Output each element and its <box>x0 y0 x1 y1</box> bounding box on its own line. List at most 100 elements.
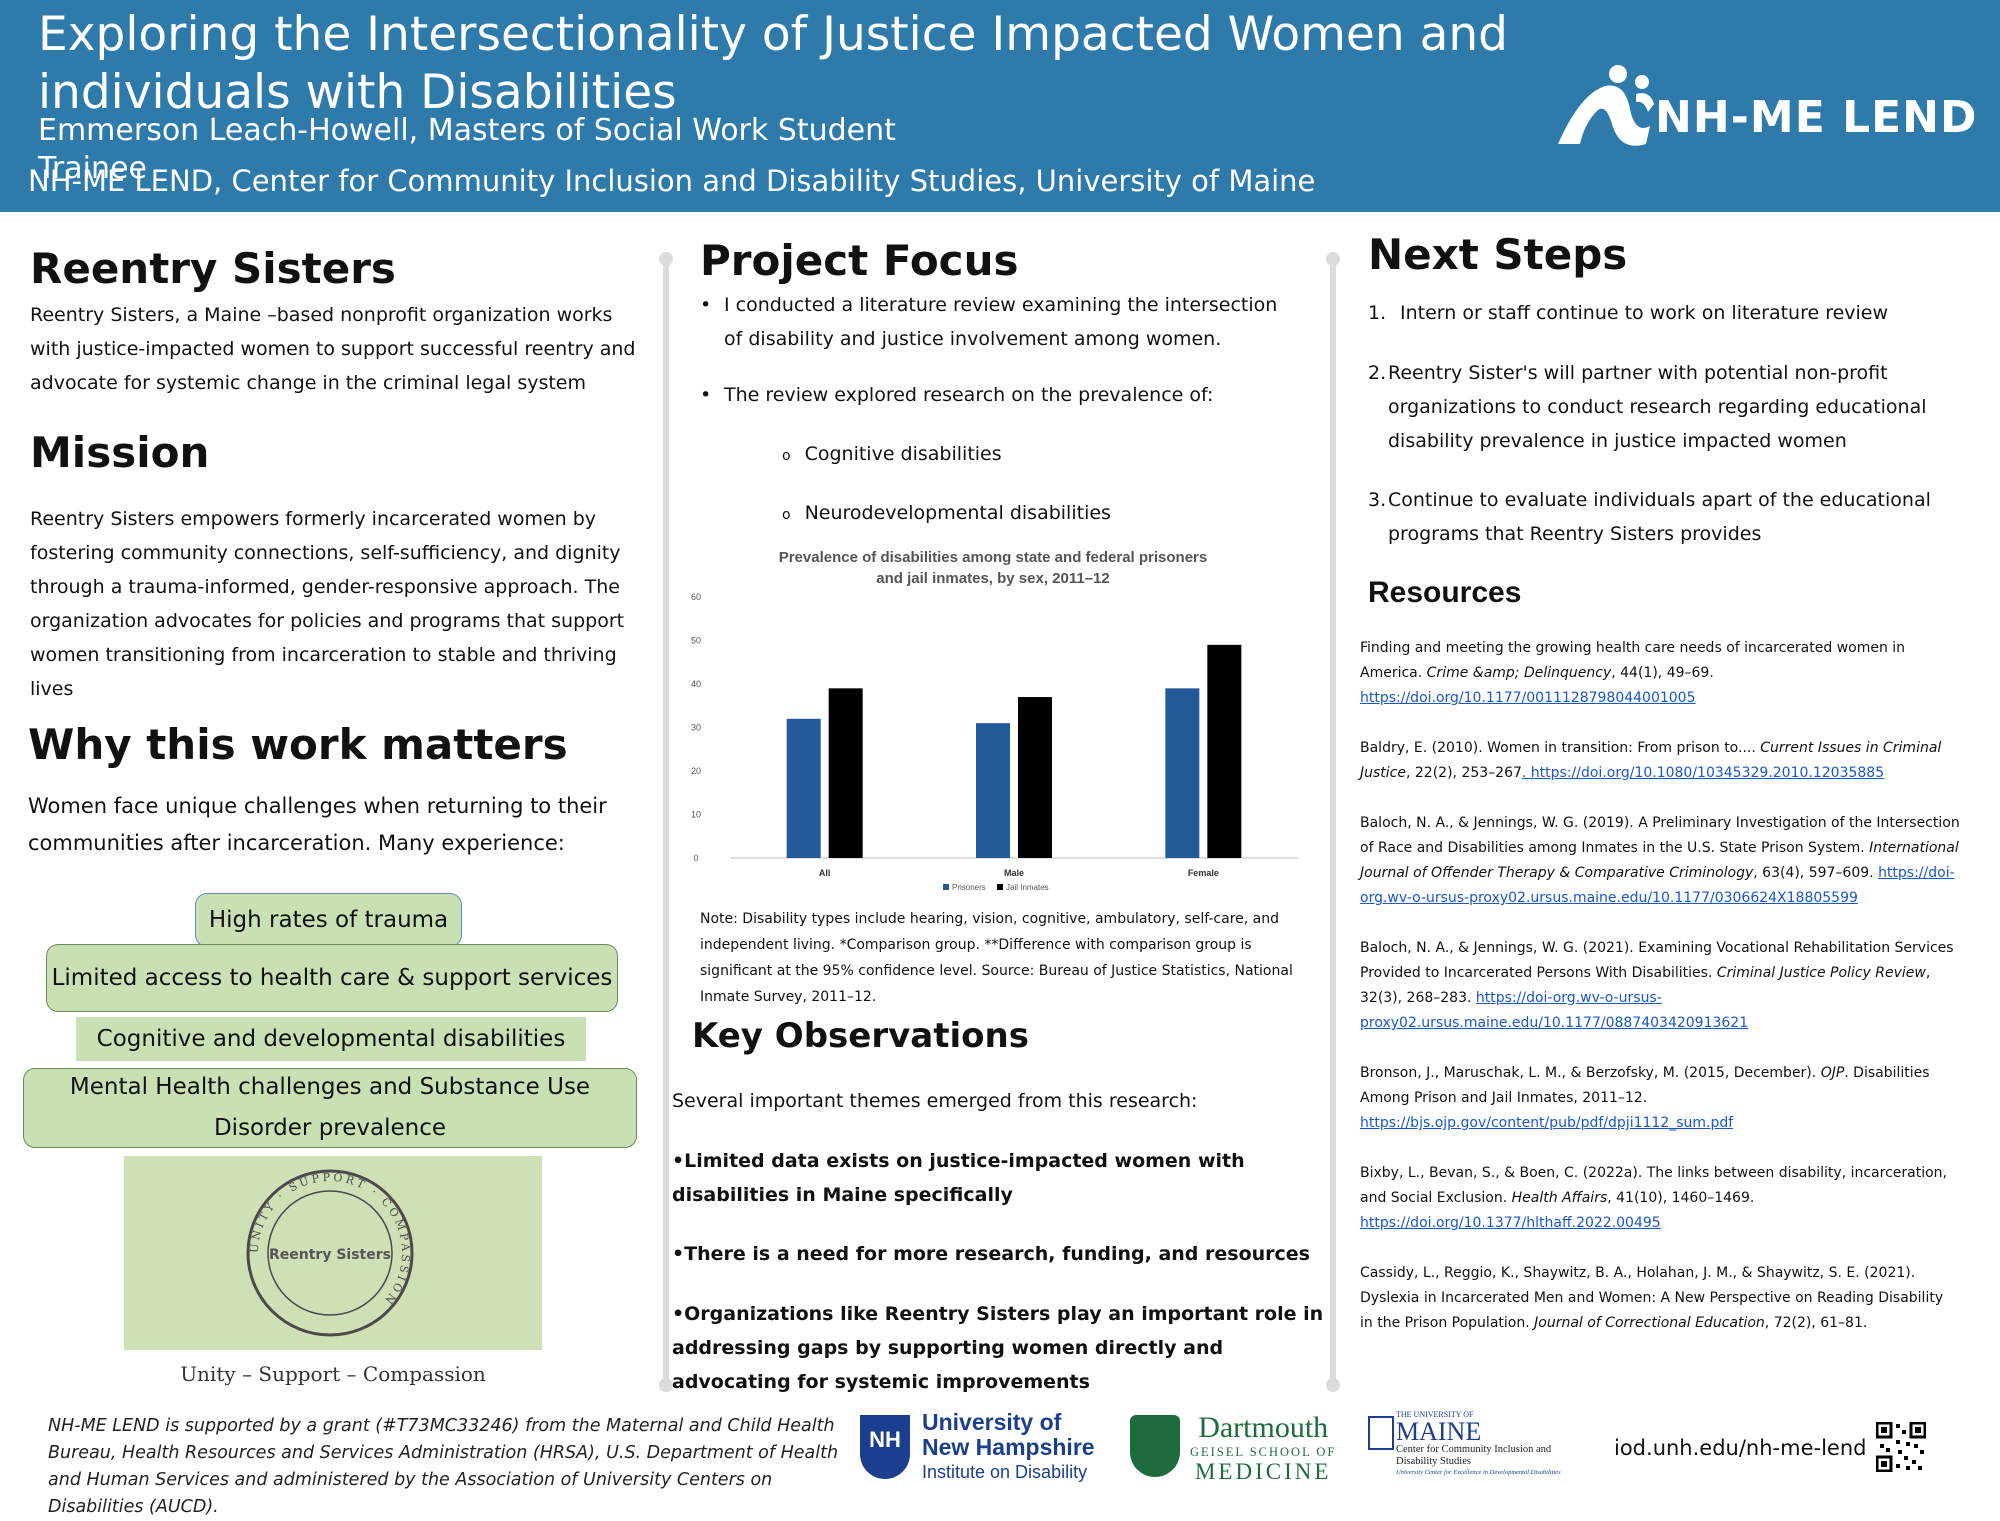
reference-text: Finding and meeting the growing health c… <box>1360 640 1906 681</box>
reference-text: Baloch, N. A., & Jennings, W. G. (2019).… <box>1360 815 1960 856</box>
disability-prevalence-chart: Prevalence of disabilities among state a… <box>680 544 1310 900</box>
next-step-3: 3. Continue to evaluate individuals apar… <box>1368 483 1978 551</box>
challenge-pill: High rates of trauma <box>195 893 462 947</box>
bar-jail-inmates <box>1018 697 1052 858</box>
x-tick-label: Male <box>1004 868 1024 878</box>
legend-label: Prisoners <box>952 883 986 892</box>
chart-title-line-2: and jail inmates, by sex, 2011–12 <box>876 570 1109 587</box>
qr-code-icon <box>1876 1422 1926 1472</box>
reference-item: Baloch, N. A., & Jennings, W. G. (2019).… <box>1360 811 1960 911</box>
umaine-logo: THE UNIVERSITY OF MAINE Center for Commu… <box>1396 1410 1586 1477</box>
reference-text: Baldry, E. (2010). Women in transition: … <box>1360 740 1761 756</box>
divider-dot <box>659 1378 673 1392</box>
bar-chart-svg: Prevalence of disabilities among state a… <box>691 549 1298 892</box>
reentry-sisters-seal-image: UNITY · SUPPORT · COMPASSION Reentry Sis… <box>124 1156 542 1350</box>
reference-details: , 22(2), 253–267 <box>1406 765 1522 781</box>
program-url[interactable]: iod.unh.edu/nh-me-lend <box>1614 1436 1867 1460</box>
observations-intro: Several important themes emerged from th… <box>672 1090 1198 1112</box>
observation-2: •There is a need for more research, fund… <box>672 1243 1310 1265</box>
reference-text: Bronson, J., Maruschak, L. M., & Berzofs… <box>1360 1065 1821 1081</box>
focus-sub-2: o Neurodevelopmental disabilities <box>782 502 1111 524</box>
reference-text: Cassidy, L., Reggio, K., Shaywitz, B. A.… <box>1360 1265 1944 1331</box>
project-focus-heading: Project Focus <box>700 236 1019 285</box>
unh-logo: University of New Hampshire Institute on… <box>922 1410 1095 1484</box>
step-number: 2. <box>1368 362 1387 384</box>
why-work-matters-heading: Why this work matters <box>28 720 568 769</box>
legend-swatch <box>943 884 949 890</box>
reference-link[interactable]: https://doi-org.wv-o-ursus-proxy02.ursus… <box>1360 865 1955 906</box>
unh-shield-mark: NH <box>869 1427 901 1452</box>
reference-item: Baloch, N. A., & Jennings, W. G. (2021).… <box>1360 936 1960 1036</box>
maine-line-3: University Center for Excellence in Deve… <box>1396 1469 1561 1476</box>
column-divider-left <box>663 258 669 1388</box>
dartmouth-line-1: Dartmouth <box>1198 1411 1329 1444</box>
next-step-1: 1. Intern or staff continue to work on l… <box>1368 296 1978 330</box>
reference-text: Baloch, N. A., & Jennings, W. G. (2021).… <box>1360 940 1954 981</box>
reentry-sisters-text: Reentry Sisters, a Maine –based nonprofi… <box>30 304 636 394</box>
reference-link[interactable]: https://doi.org/10.1177/0011128798044001… <box>1360 690 1696 706</box>
poster-title: Exploring the Intersectionality of Justi… <box>38 7 1508 120</box>
divider-dot <box>659 252 673 266</box>
focus-sub-1-text: Cognitive disabilities <box>804 443 1002 465</box>
reference-item: Bixby, L., Bevan, S., & Boen, C. (2022a)… <box>1360 1161 1960 1236</box>
bar-prisoners <box>786 718 821 858</box>
mission-text: Reentry Sisters empowers formerly incarc… <box>30 508 625 700</box>
challenge-pill: Limited access to health care & support … <box>46 944 618 1012</box>
observation-1: •Limited data exists on justice-impacted… <box>672 1150 1245 1206</box>
y-tick-label: 40 <box>691 679 701 689</box>
legend-label: Jail Inmates <box>1006 883 1049 892</box>
y-tick-label: 50 <box>691 636 701 646</box>
nhme-lend-logo-text: NH-ME LEND <box>1655 92 1978 143</box>
chart-title: Prevalence of disabilities among state a… <box>779 549 1207 566</box>
dartmouth-line-3: MEDICINE <box>1194 1459 1332 1484</box>
x-tick-label: All <box>819 868 831 878</box>
unh-line-2: New Hampshire <box>922 1434 1095 1460</box>
y-tick-label: 60 <box>691 592 701 602</box>
reference-source: Health Affairs <box>1511 1190 1608 1206</box>
bar-jail-inmates <box>1207 644 1242 858</box>
x-tick-label: Female <box>1188 868 1219 878</box>
reference-item: Cassidy, L., Reggio, K., Shaywitz, B. A.… <box>1360 1261 1960 1336</box>
reference-link[interactable]: https://doi.org/10.1377/hlthaff.2022.004… <box>1360 1215 1661 1231</box>
maine-seal-icon <box>1368 1416 1394 1450</box>
seal-caption: Unity – Support – Compassion <box>180 1362 486 1386</box>
observation-3: •Organizations like Reentry Sisters play… <box>672 1303 1324 1393</box>
mission-heading: Mission <box>30 428 210 477</box>
bar-prisoners <box>976 723 1010 858</box>
resources-heading: Resources <box>1368 576 1522 609</box>
step-number: 3. <box>1368 489 1387 511</box>
next-steps-heading: Next Steps <box>1368 230 1628 279</box>
maine-line-1: MAINE <box>1396 1417 1482 1446</box>
bar-jail-inmates <box>828 688 863 858</box>
dartmouth-logo: Dartmouth GEISEL SCHOOL OF MEDICINE <box>1190 1412 1336 1484</box>
focus-bullet-2-text: The review explored research on the prev… <box>724 384 1214 406</box>
unh-line-1: University of <box>922 1409 1062 1435</box>
funding-statement: NH-ME LEND is supported by a grant (#T73… <box>48 1416 839 1517</box>
reference-link[interactable]: https://bjs.ojp.gov/content/pub/pdf/dpji… <box>1360 1115 1734 1131</box>
reference-details: , 72(2), 61–81. <box>1764 1315 1868 1331</box>
focus-bullet-2: • The review explored research on the pr… <box>700 378 1300 412</box>
dartmouth-shield-icon <box>1130 1415 1180 1477</box>
reference-link[interactable]: . https://doi.org/10.1080/10345329.2010.… <box>1521 765 1885 781</box>
step-text: Intern or staff continue to work on lite… <box>1400 302 1889 324</box>
reference-link[interactable]: https://doi-org.wv-o-ursus-proxy02.ursus… <box>1360 990 1749 1031</box>
references-list: Finding and meeting the growing health c… <box>1360 636 1960 1361</box>
next-step-2: 2. Reentry Sister's will partner with po… <box>1368 356 1978 458</box>
reference-details: , 41(10), 1460–1469. <box>1607 1190 1755 1206</box>
divider-dot <box>1326 1378 1340 1392</box>
y-tick-label: 30 <box>691 723 701 733</box>
author-line: Emmerson Leach-Howell, Masters of Social… <box>38 113 896 186</box>
maine-line-2: Center for Community Inclusion and Disab… <box>1396 1444 1552 1467</box>
reference-item: Bronson, J., Maruschak, L. M., & Berzofs… <box>1360 1061 1960 1136</box>
bar-prisoners <box>1165 688 1200 858</box>
dartmouth-line-2: GEISEL SCHOOL OF <box>1190 1445 1337 1459</box>
poster-header <box>0 0 2000 212</box>
affiliation-line: NH-ME LEND, Center for Community Inclusi… <box>28 164 1316 198</box>
focus-bullet-1-text: I conducted a literature review examinin… <box>724 294 1278 350</box>
y-tick-label: 10 <box>691 810 701 820</box>
reference-source: Journal of Correctional Education <box>1534 1315 1765 1331</box>
challenge-pill: Mental Health challenges and Substance U… <box>23 1068 637 1148</box>
seal-center-text: Reentry Sisters <box>269 1247 391 1263</box>
divider-dot <box>1326 252 1340 266</box>
step-text: Continue to evaluate individuals apart o… <box>1388 489 1931 545</box>
